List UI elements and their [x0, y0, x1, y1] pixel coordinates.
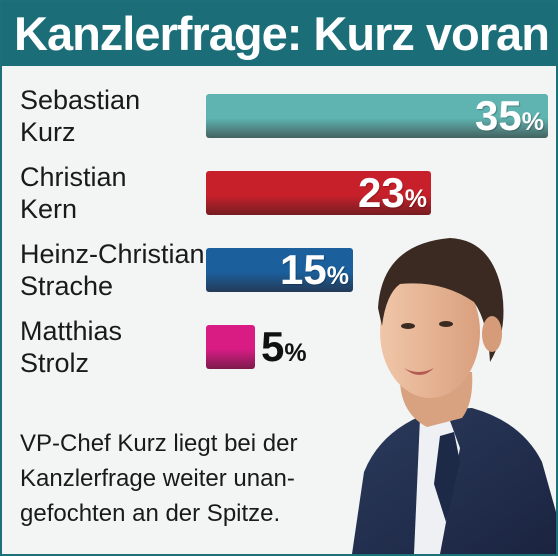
bar-value: 15% — [280, 248, 349, 298]
bar-value: 23% — [358, 171, 427, 221]
bar-label: Heinz-Christian Strache — [20, 239, 205, 301]
bar-label: Sebastian Kurz — [20, 85, 141, 147]
bar-value-unit: % — [326, 262, 349, 290]
chart-title: Kanzlerfrage: Kurz voran — [2, 2, 556, 66]
bar-label: Christian Kern — [20, 162, 127, 224]
bar — [206, 325, 255, 369]
bar — [206, 171, 431, 215]
bar — [206, 248, 353, 292]
bar — [206, 94, 548, 138]
bar-value-unit: % — [404, 185, 427, 213]
caption: VP-Chef Kurz liegt bei der Kanzlerfrage … — [20, 430, 298, 527]
bar-value-unit: % — [521, 108, 544, 136]
bar-value-number: 23 — [358, 169, 405, 216]
bar-value: 5% — [261, 325, 307, 375]
bar-label: Matthias Strolz — [20, 316, 123, 378]
bar-value-number: 15 — [280, 246, 327, 293]
candidate-photo — [352, 238, 556, 554]
bar-value-number: 35 — [475, 92, 522, 139]
bar-value-unit: % — [284, 339, 307, 367]
bar-value-number: 5 — [261, 323, 285, 370]
bar-value: 35% — [475, 94, 544, 144]
